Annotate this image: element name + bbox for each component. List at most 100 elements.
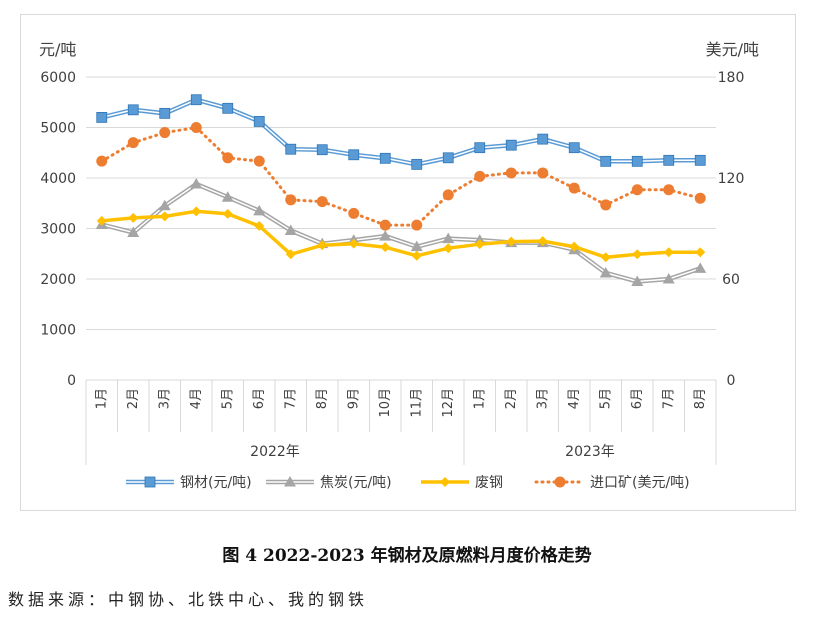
data-point <box>631 275 644 287</box>
data-point <box>159 127 171 139</box>
data-point <box>662 273 675 284</box>
data-point <box>631 155 643 167</box>
legend-marker <box>440 477 450 487</box>
data-point <box>443 243 454 254</box>
data-point <box>694 154 706 166</box>
data-point <box>253 204 266 216</box>
price-trend-chart: 0 1000 2000 3000 4000 5000 6000 0 60 120 180 元/吨 美元/… <box>39 40 759 491</box>
data-point <box>474 239 485 250</box>
left-tick-label: 5000 <box>40 121 76 137</box>
year-label: 2023年 <box>565 444 615 460</box>
legend-label: 进口矿(美元/吨) <box>590 475 690 491</box>
left-tick-label: 2000 <box>40 272 76 288</box>
data-point <box>96 112 108 123</box>
data-point <box>348 238 359 249</box>
data-point <box>411 250 422 261</box>
data-point <box>506 236 517 247</box>
legend-label: 焦炭(元/吨) <box>320 475 392 491</box>
data-point <box>537 236 548 247</box>
data-point <box>537 133 549 145</box>
series-line <box>101 181 702 284</box>
data-point <box>128 212 139 223</box>
data-point <box>222 102 234 114</box>
data-point <box>379 152 391 164</box>
right-tick-label: 60 <box>722 272 740 288</box>
month-label: 2月 <box>504 388 519 409</box>
legend-label: 钢材(元/吨) <box>180 475 252 491</box>
month-label: 2月 <box>126 388 141 409</box>
data-point <box>127 137 139 149</box>
data-point <box>221 191 234 202</box>
left-tick-label: 1000 <box>40 323 76 339</box>
series-lines <box>95 94 707 287</box>
data-point <box>285 249 296 260</box>
data-point <box>127 226 140 238</box>
month-label: 8月 <box>315 388 330 409</box>
month-label: 6月 <box>630 388 645 409</box>
data-point <box>253 155 265 167</box>
data-point <box>663 247 674 258</box>
month-label: 11月 <box>409 388 424 418</box>
right-tick-label: 180 <box>718 70 745 86</box>
month-label: 7月 <box>283 388 298 409</box>
data-point <box>663 184 675 196</box>
data-point <box>316 144 328 156</box>
data-point <box>348 149 360 161</box>
data-point <box>159 211 170 222</box>
month-label: 10月 <box>378 388 393 418</box>
legend-item: 废钢 <box>421 475 503 491</box>
data-point <box>96 155 108 167</box>
data-point <box>284 224 297 236</box>
legend-marker <box>554 476 566 488</box>
data-point <box>222 152 234 164</box>
series-line <box>100 125 702 227</box>
data-point <box>442 232 455 244</box>
month-label: 3月 <box>535 388 550 409</box>
month-label: 1月 <box>472 388 487 409</box>
data-point <box>442 189 454 201</box>
figure-caption: 图 4 2022-2023 年钢材及原燃料月度价格走势 <box>222 546 592 566</box>
data-point <box>442 152 454 164</box>
month-label: 4月 <box>567 388 582 409</box>
legend: 钢材(元/吨) 焦炭(元/吨) 废钢 进口矿(美元/吨) <box>126 475 690 491</box>
legend-marker <box>284 476 296 487</box>
data-point <box>632 249 643 260</box>
data-point <box>631 184 643 196</box>
triangle-series <box>95 178 707 287</box>
right-tick-label: 0 <box>727 373 736 389</box>
data-point <box>505 139 517 151</box>
year-label: 2022年 <box>250 444 300 460</box>
series-line-inner <box>101 98 701 166</box>
right-axis-title: 美元/吨 <box>706 40 759 59</box>
data-point <box>96 215 107 226</box>
data-point <box>694 262 707 273</box>
data-point <box>537 167 549 179</box>
data-point <box>285 194 297 206</box>
data-point <box>600 199 612 211</box>
data-point <box>411 158 423 170</box>
left-tick-label: 3000 <box>40 222 76 238</box>
legend-marker <box>144 476 156 488</box>
chart-frame: 0 1000 2000 3000 4000 5000 6000 0 60 120 180 元/吨 美元/… <box>20 14 796 511</box>
gridlines <box>85 76 717 465</box>
data-source: 数据来源：中钢协、北铁中心、我的钢铁 <box>8 590 369 609</box>
data-point <box>190 178 203 189</box>
month-label: 8月 <box>693 388 708 409</box>
left-tick-label: 6000 <box>40 70 76 86</box>
data-point <box>253 116 265 127</box>
month-label: 5月 <box>220 388 235 409</box>
data-point <box>127 104 139 116</box>
data-point <box>694 192 706 204</box>
data-point <box>474 142 486 154</box>
data-point <box>190 122 202 133</box>
data-point <box>222 208 233 219</box>
data-point <box>569 241 580 252</box>
data-point <box>254 220 265 231</box>
left-axis-title: 元/吨 <box>39 40 76 59</box>
circle-series <box>96 122 706 231</box>
month-label: 3月 <box>157 388 172 409</box>
data-point <box>568 182 580 194</box>
month-label: 9月 <box>346 388 361 409</box>
legend-label: 废钢 <box>475 475 503 491</box>
data-point <box>316 196 328 208</box>
